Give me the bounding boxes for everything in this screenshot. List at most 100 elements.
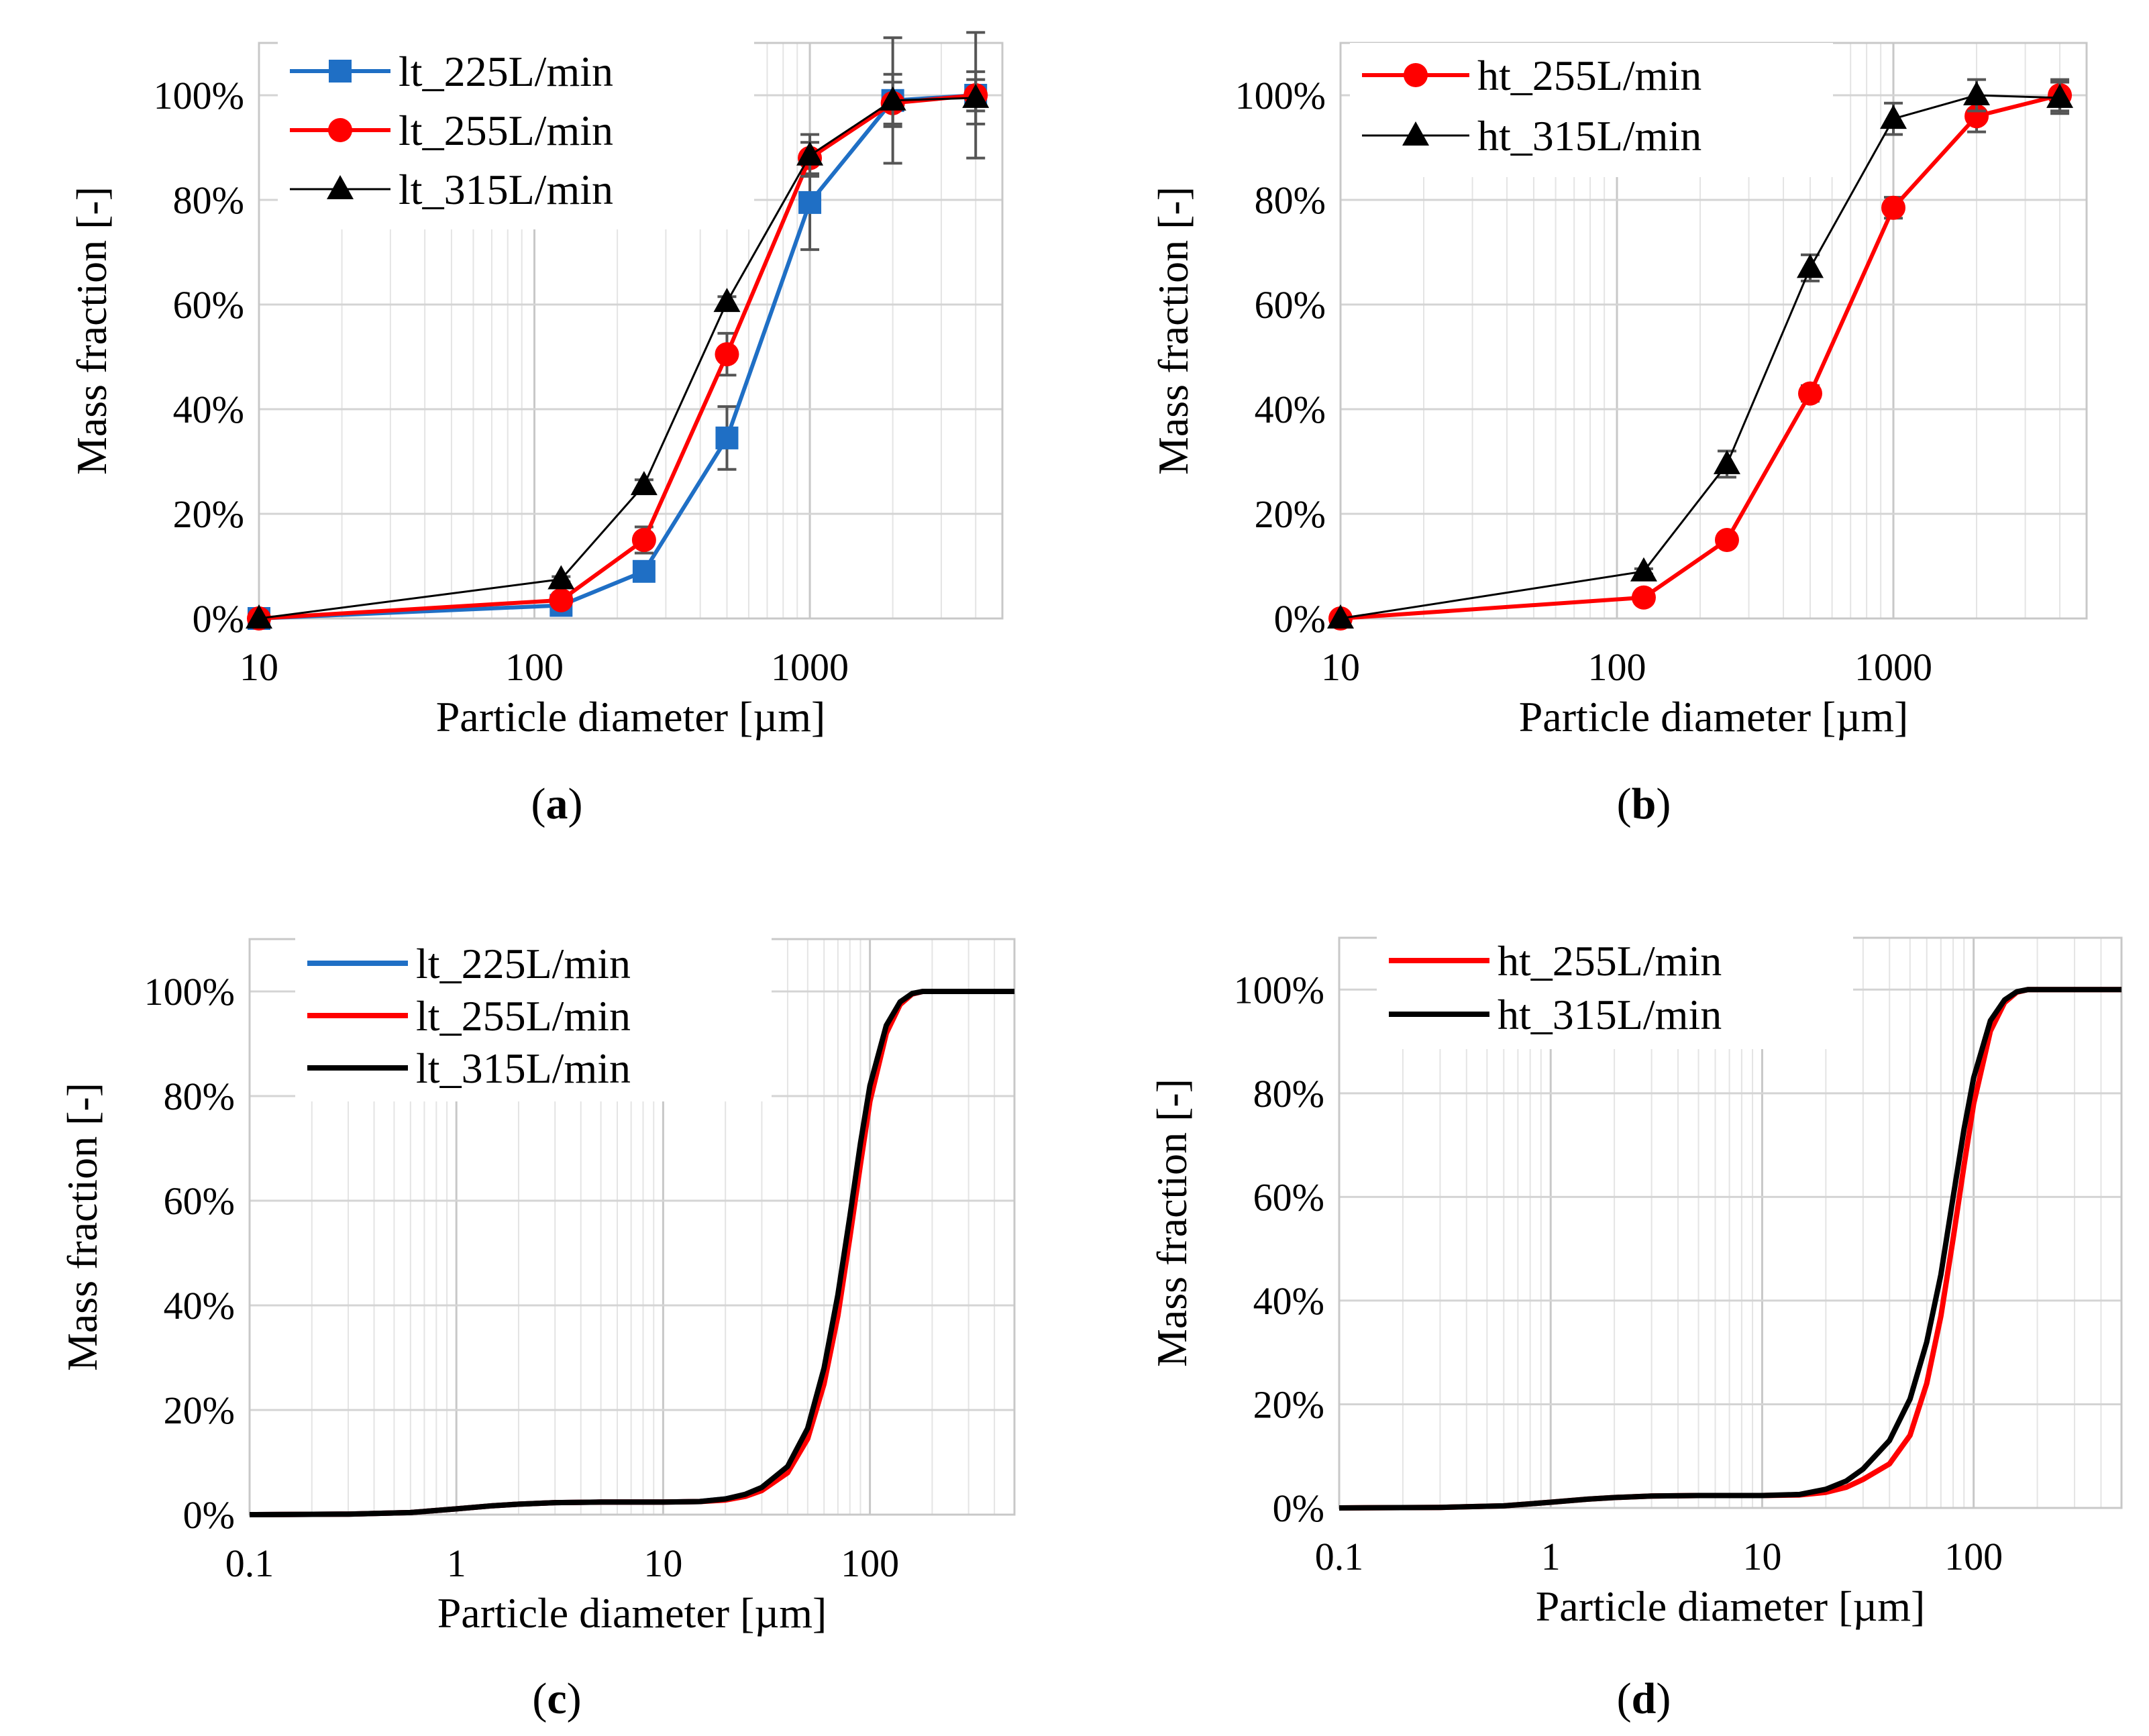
data-point [1631, 585, 1656, 610]
x-tick-label: 10 [643, 1541, 682, 1585]
chart-panel-c: 0% 20% 40% 60% 80% 100% 0.1 1 10 100 Particle diam… [58, 931, 1016, 1723]
legend-label: lt_225L/min [416, 940, 631, 987]
x-axis-label: Particle diameter [µm] [436, 693, 826, 741]
data-point [715, 342, 739, 367]
y-tick-label: 20% [173, 492, 244, 536]
x-tick-label: 1000 [771, 645, 849, 689]
x-tick-label: 0.1 [1315, 1535, 1364, 1578]
data-point [962, 83, 990, 108]
y-tick-label: 60% [173, 283, 244, 327]
x-tick-label: 1000 [1854, 645, 1932, 689]
panel-caption: (b) [1617, 779, 1671, 828]
data-point [1796, 254, 1824, 278]
series-ht_315L/min [1339, 987, 2121, 1511]
y-tick-label: 0% [1273, 1486, 1324, 1530]
y-axis-label: Mass fraction [-] [1148, 1079, 1196, 1367]
legend: ht_255L/min ht_315L/min [1350, 43, 1833, 177]
y-tick-label: 80% [1255, 178, 1326, 222]
legend-box [1377, 928, 1853, 1049]
y-tick-label: 100% [144, 970, 235, 1014]
legend-label: lt_315L/min [399, 166, 613, 213]
x-tick-label: 100 [1588, 645, 1646, 689]
y-tick-label: 60% [164, 1179, 235, 1223]
data-point [796, 141, 824, 166]
legend: lt_225L/min lt_255L/min lt_315L/min [278, 39, 754, 229]
y-tick-label: 40% [164, 1284, 235, 1327]
data-point [879, 86, 906, 111]
series-ht_315L/min [1327, 78, 2074, 629]
panel-caption: (a) [531, 779, 583, 828]
y-tick-label: 100% [1235, 74, 1326, 117]
y-tick-label: 80% [1253, 1072, 1324, 1116]
data-point [2046, 83, 2074, 108]
y-tick-label: 100% [1234, 968, 1324, 1012]
data-point [1327, 604, 1354, 629]
x-tick-label: 0.1 [225, 1541, 274, 1585]
legend-box [1350, 43, 1833, 177]
legend-marker [1402, 121, 1429, 146]
legend-label: ht_315L/min [1477, 112, 1701, 160]
data-point [713, 288, 741, 313]
y-tick-label: 0% [1274, 597, 1326, 641]
panel-caption: (d) [1617, 1674, 1671, 1723]
y-tick-label: 0% [183, 1493, 235, 1537]
data-point [1963, 81, 1991, 105]
y-tick-label: 40% [1255, 388, 1326, 431]
legend: ht_255L/min ht_315L/min [1377, 928, 1853, 1049]
y-tick-label: 20% [164, 1389, 235, 1432]
x-tick-label: 10 [1321, 645, 1360, 689]
y-tick-label: 40% [173, 388, 244, 431]
data-point [1880, 105, 1907, 129]
data-point [1714, 528, 1739, 552]
series-lt_315L/min [246, 70, 990, 629]
y-tick-label: 20% [1253, 1382, 1324, 1426]
x-tick-label: 100 [841, 1541, 899, 1585]
legend-label: lt_255L/min [416, 992, 631, 1040]
data-point [1797, 381, 1822, 406]
y-axis-label: Mass fraction [-] [1149, 186, 1197, 475]
y-tick-label: 20% [1255, 492, 1326, 536]
y-tick-label: 80% [173, 178, 244, 222]
data-point [1630, 557, 1657, 582]
series-lt_315L/min [249, 989, 1014, 1517]
y-tick-label: 60% [1253, 1175, 1324, 1219]
x-tick-label: 10 [1742, 1535, 1781, 1578]
legend-marker [1404, 63, 1428, 87]
x-axis-label: Particle diameter [µm] [1536, 1582, 1926, 1630]
data-point [630, 471, 658, 496]
legend-marker [327, 175, 354, 199]
data-point [1713, 449, 1740, 474]
x-tick-label: 1 [447, 1541, 466, 1585]
legend-label: lt_255L/min [399, 107, 613, 154]
y-tick-label: 100% [154, 74, 244, 117]
data-point [715, 426, 739, 449]
legend-label: ht_255L/min [1477, 52, 1701, 99]
x-tick-label: 100 [1944, 1535, 2003, 1578]
data-point [631, 528, 656, 552]
data-point [798, 191, 822, 214]
y-tick-label: 40% [1253, 1279, 1324, 1323]
legend-label: lt_315L/min [416, 1044, 631, 1092]
data-point [547, 565, 575, 590]
legend-label: lt_225L/min [399, 48, 613, 95]
legend-marker [328, 118, 352, 142]
y-tick-label: 0% [193, 597, 244, 641]
x-tick-label: 100 [505, 645, 564, 689]
x-axis-label: Particle diameter [µm] [437, 1589, 827, 1637]
data-point [246, 604, 272, 629]
y-axis-label: Mass fraction [-] [58, 1083, 106, 1371]
legend-label: ht_315L/min [1498, 991, 1722, 1038]
y-axis-label: Mass fraction [-] [68, 186, 115, 475]
x-tick-label: 10 [240, 645, 278, 689]
panel-caption: (c) [532, 1674, 581, 1723]
data-point [549, 588, 574, 612]
series-line [249, 989, 1014, 1517]
legend-label: ht_255L/min [1498, 937, 1722, 985]
y-tick-label: 80% [164, 1075, 235, 1118]
data-point [1881, 195, 1906, 220]
chart-panel-d: 0% 20% 40% 60% 80% 100% 0.1 1 10 100 Particle diam… [1148, 928, 2123, 1723]
